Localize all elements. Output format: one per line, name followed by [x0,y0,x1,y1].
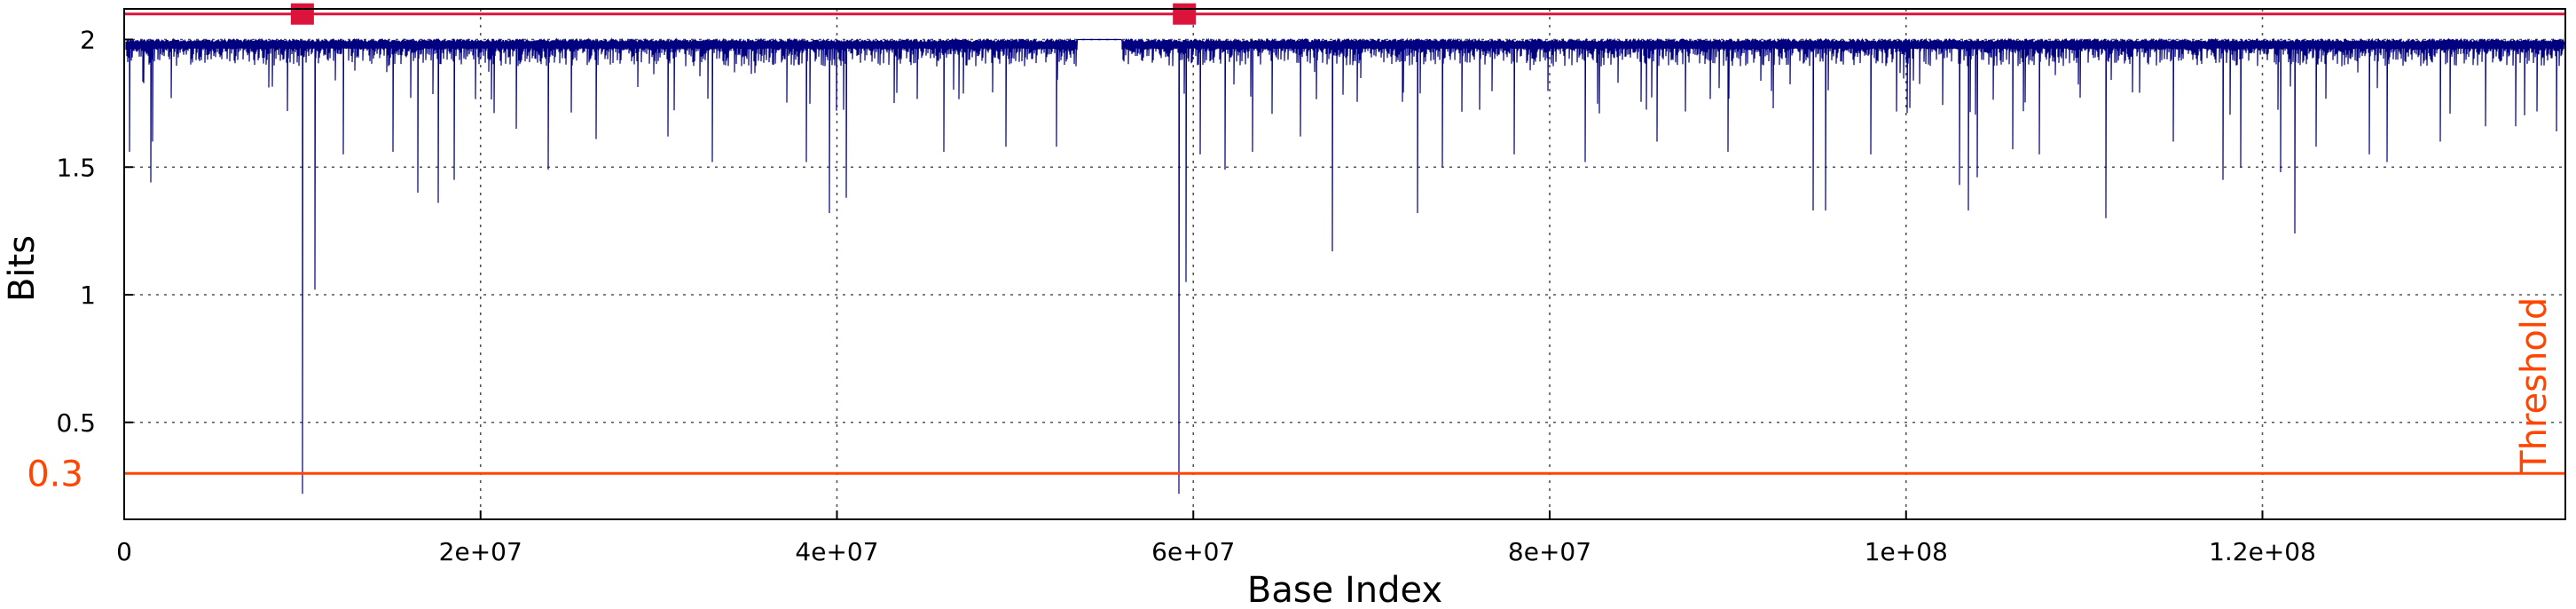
y-tick-label: 1.5 [56,153,96,182]
y-tick-label: 1 [80,281,96,310]
y-axis-title: Bits [2,235,43,302]
x-tick-label: 0 [116,537,132,566]
x-tick-label: 8e+07 [1508,537,1591,566]
x-tick-label: 6e+07 [1151,537,1235,566]
plot-frame [123,8,2566,520]
square-marker [1173,3,1197,25]
x-tick-label: 1.2e+08 [2209,537,2316,566]
x-axis: 0 2e+07 4e+07 6e+07 8e+07 1e+08 1.2e+08 [116,510,2316,566]
threshold-label: Threshold [2514,297,2555,473]
y-tick-label: 0.5 [56,408,96,438]
entropy-trace [125,37,2565,494]
x-tick-label: 4e+07 [795,537,878,566]
x-tick-label: 2e+07 [439,537,522,566]
y-axis: 0.5 1 1.5 2 [56,26,133,438]
threshold-value-label: 0.3 [27,454,83,494]
y-tick-label: 2 [80,26,96,55]
markers [290,3,1197,25]
x-axis-title: Base Index [1247,570,1442,609]
entropy-series [125,37,2565,494]
x-tick-label: 1e+08 [1865,537,1948,566]
grid [124,9,2565,519]
square-marker [290,3,314,25]
